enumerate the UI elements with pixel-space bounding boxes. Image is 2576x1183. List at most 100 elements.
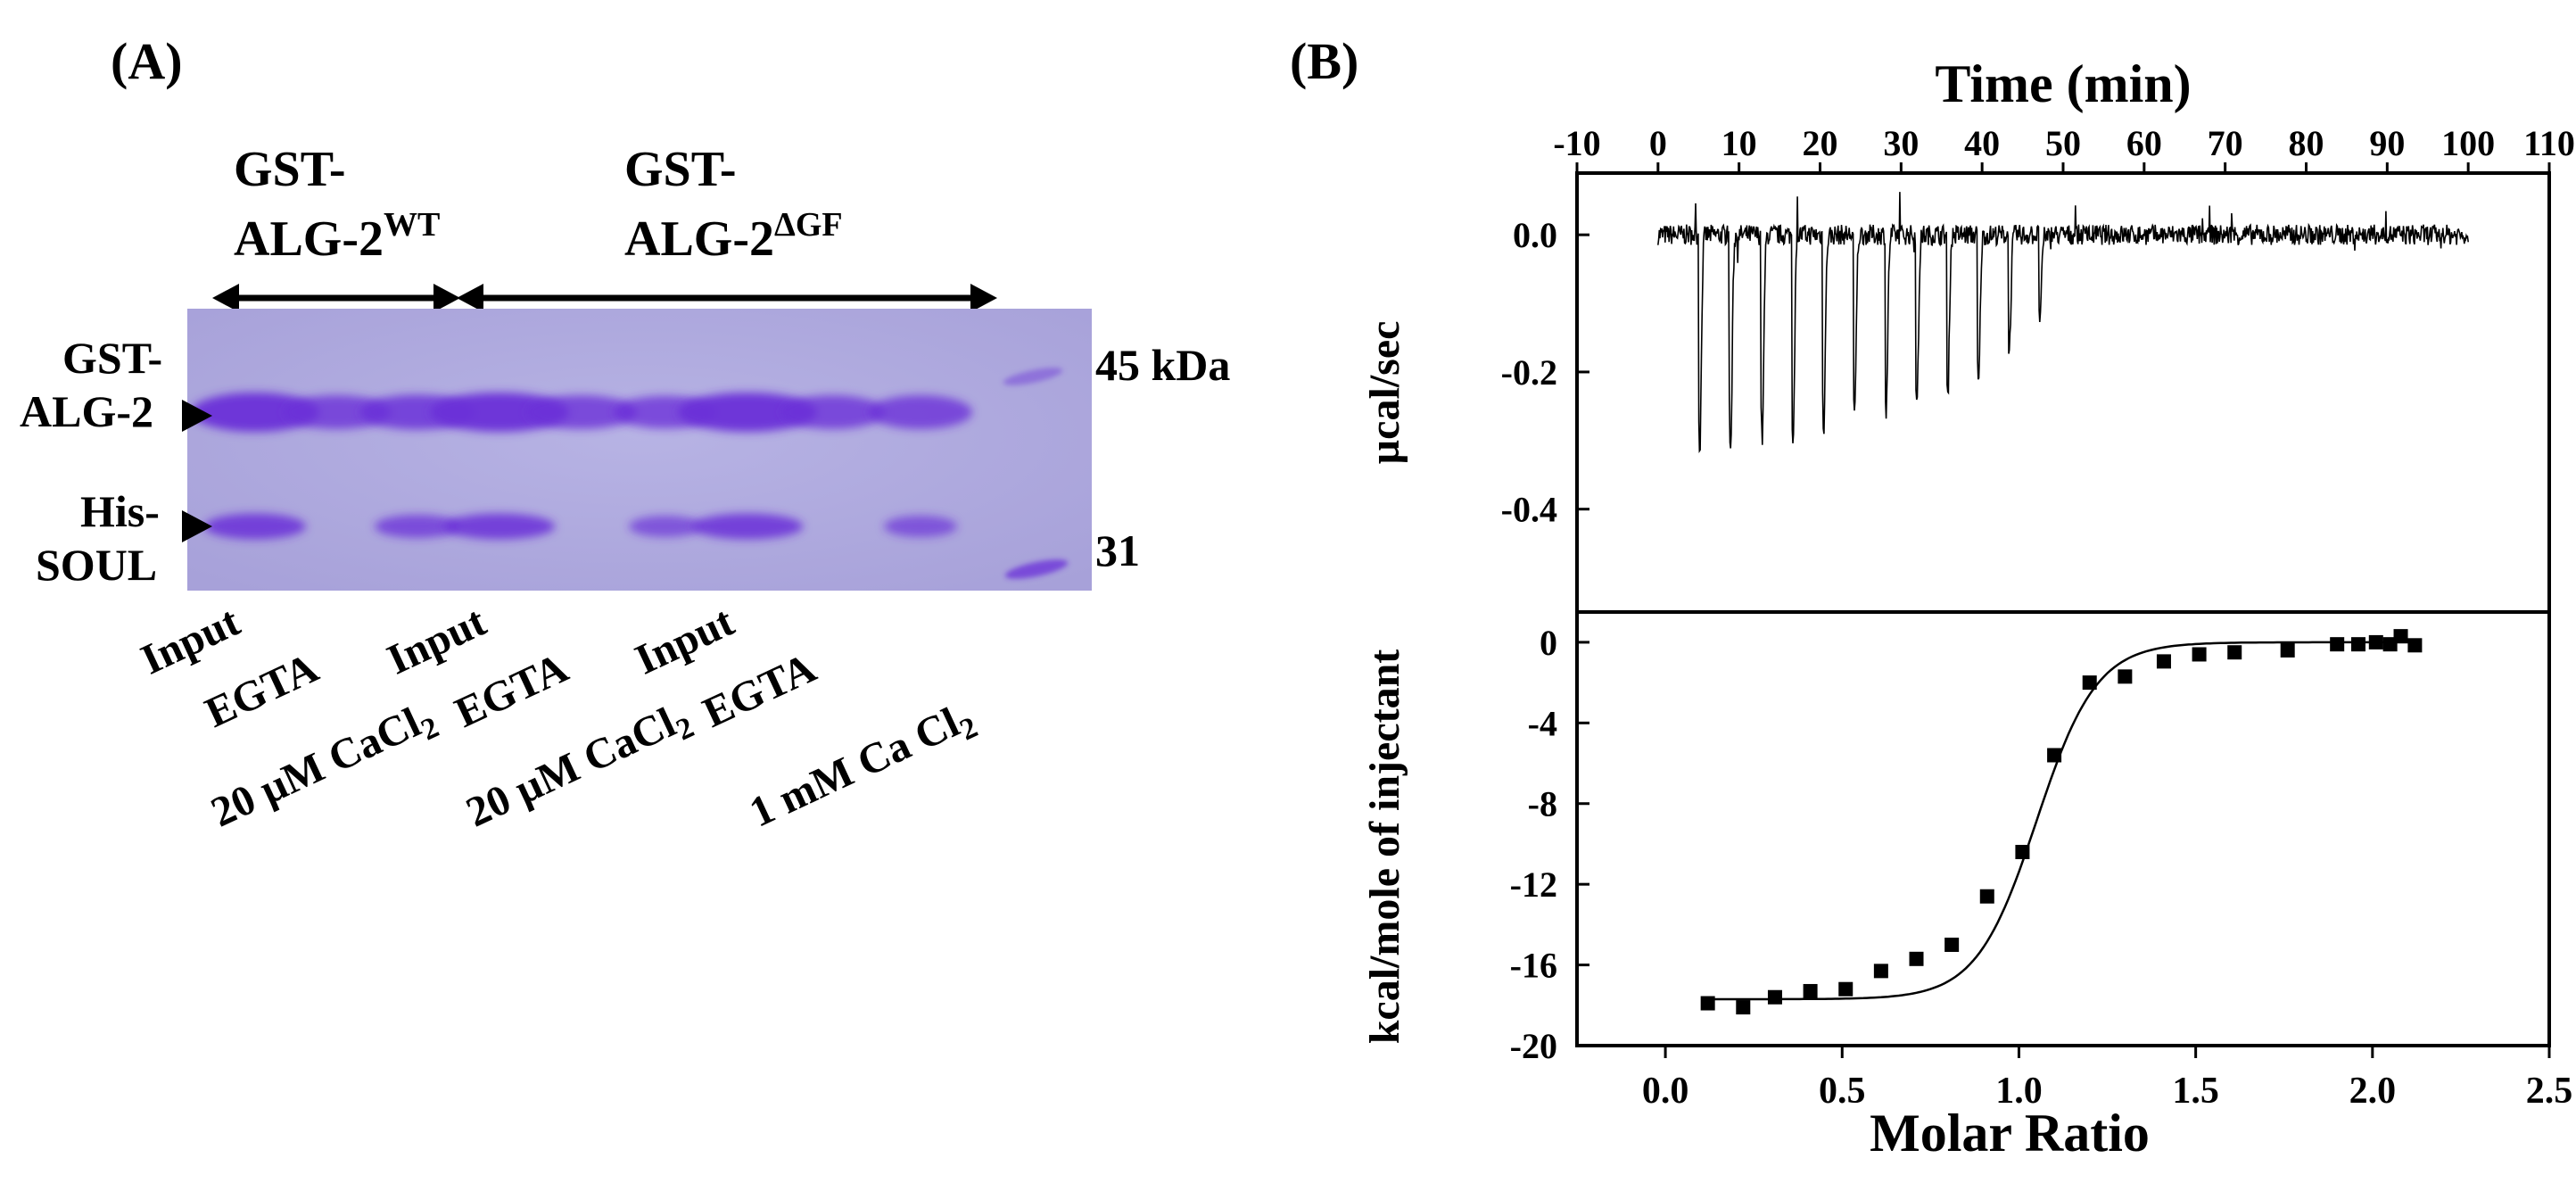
ratio-axis-title: Molar Ratio (1870, 1104, 2150, 1162)
data-point (1838, 981, 1854, 997)
gst-band (284, 395, 391, 429)
enthalpy-tick-label: -16 (1510, 946, 1557, 986)
panel-a-label: (A) (111, 32, 183, 90)
enthalpy-axis-title: kcal/mole of injectant (1361, 649, 1408, 1045)
data-point (2280, 642, 2295, 658)
time-tick-label: 40 (1964, 123, 2000, 163)
time-tick-label: 80 (2289, 123, 2324, 163)
time-tick-label: 60 (2126, 123, 2162, 163)
ratio-tick-label: 2.5 (2526, 1071, 2573, 1112)
itc-raw-power-plot: Time (min) -10 0 10 20 30 40 50 60 70 80 90 100 110 0.… (1361, 54, 2575, 614)
enthalpy-tick-label: -4 (1528, 703, 1557, 743)
data-point (2227, 645, 2242, 660)
group-dgf-name: ALG-2ΔGF (624, 206, 843, 267)
data-point (1909, 951, 1924, 966)
group-wt-name: ALG-2WT (234, 206, 440, 267)
time-tick-label: 110 (2523, 123, 2575, 163)
power-tick-label: -0.4 (1501, 490, 1557, 530)
power-tick-label: -0.2 (1501, 352, 1557, 393)
power-axis-title: µcal/sec (1361, 321, 1408, 465)
gst-band (526, 395, 637, 429)
data-point (2350, 637, 2365, 652)
data-point (2156, 654, 2171, 669)
time-tick-label: 0 (1649, 123, 1667, 163)
data-point (1979, 889, 1994, 904)
lane-label: EGTA (448, 644, 575, 737)
gst-band (430, 393, 569, 432)
fit-curve (1707, 641, 2419, 1001)
data-point (1873, 964, 1888, 979)
his-band (883, 516, 958, 537)
data-point (2118, 669, 2133, 684)
lane-label: Input (380, 598, 492, 684)
his-band (374, 515, 461, 538)
marker-31: 31 (1095, 525, 1140, 575)
his-band (628, 516, 703, 537)
time-tick-label: 10 (1721, 123, 1757, 163)
time-tick-label: 100 (2441, 123, 2495, 163)
data-point (1736, 1000, 1751, 1015)
data-point (2192, 647, 2207, 662)
enthalpy-tick-label: -8 (1528, 784, 1557, 824)
power-tick-label: 0.0 (1513, 215, 1557, 255)
itc-binding-isotherm-plot: 0 -4 -8 -12 -16 -20 0.0 0.5 1.0 1.5 2.0 2.5 Molar Ra… (1361, 610, 2573, 1162)
ladder-band-31 (1004, 559, 1069, 579)
gst-label-line2: ALG-2 (20, 386, 153, 436)
ratio-tick-label: 0.5 (1819, 1071, 1866, 1112)
data-point (2047, 748, 2062, 763)
lane-label: Input (134, 598, 246, 684)
gst-label-line1: GST- (62, 333, 162, 383)
data-point (2082, 675, 2097, 691)
marker-45kda: 45 kDa (1095, 340, 1230, 390)
his-label-line2: SOUL (36, 540, 157, 590)
gst-band (781, 395, 885, 429)
data-point (1944, 937, 1960, 952)
time-tick-label: 70 (2208, 123, 2243, 163)
group-dgf-prefix: GST- (624, 142, 737, 197)
arrow-dgf-span (457, 284, 997, 312)
enthalpy-tick-label: -20 (1510, 1026, 1557, 1066)
ratio-tick-label: 2.0 (2349, 1071, 2397, 1112)
enthalpy-tick-label: 0 (1540, 623, 1557, 663)
enthalpy-tick-label: -12 (1510, 864, 1557, 905)
his-arrowhead (182, 510, 212, 542)
gel-image (187, 309, 1092, 591)
data-point (2407, 638, 2423, 653)
data-point (2330, 637, 2345, 652)
ratio-tick-label: 0.0 (1642, 1071, 1689, 1112)
his-band (204, 513, 306, 540)
data-point (1767, 989, 1782, 1005)
his-label-line1: His- (80, 486, 160, 536)
his-band (443, 513, 556, 540)
lane-label: EGTA (198, 644, 326, 737)
lane-label: EGTA (696, 644, 823, 737)
lane-label: Input (628, 598, 740, 684)
lane-label: 1 mM Ca Cl2 (742, 692, 982, 842)
gst-band (869, 395, 972, 429)
panel-b-label: (B) (1290, 32, 1358, 90)
bottom-plot-frame (1575, 610, 2551, 1047)
time-axis-title: Time (min) (1935, 54, 2191, 113)
ratio-tick-label: 1.0 (1995, 1071, 2043, 1112)
ladder-band-45 (1003, 368, 1063, 385)
data-point (2393, 629, 2408, 644)
panel-a: (A) GST- ALG-2WT GST- ALG-2ΔGF GST- ALG-… (20, 32, 1230, 842)
gst-band (678, 393, 817, 432)
ratio-tick-label: 1.5 (2172, 1071, 2219, 1112)
gst-arrowhead (182, 400, 212, 432)
time-tick-label: 90 (2369, 123, 2405, 163)
raw-power-trace (1657, 192, 2469, 454)
arrow-wt-span (212, 284, 460, 312)
time-tick-label: 50 (2045, 123, 2081, 163)
data-point (1803, 983, 1818, 998)
group-wt-prefix: GST- (234, 142, 346, 197)
data-point (1700, 996, 1715, 1011)
data-point (2368, 634, 2383, 649)
time-tick-label: -10 (1553, 123, 1600, 163)
time-tick-label: 30 (1883, 123, 1919, 163)
gst-band (191, 393, 319, 432)
his-band (691, 513, 804, 540)
time-tick-label: 20 (1803, 123, 1838, 163)
